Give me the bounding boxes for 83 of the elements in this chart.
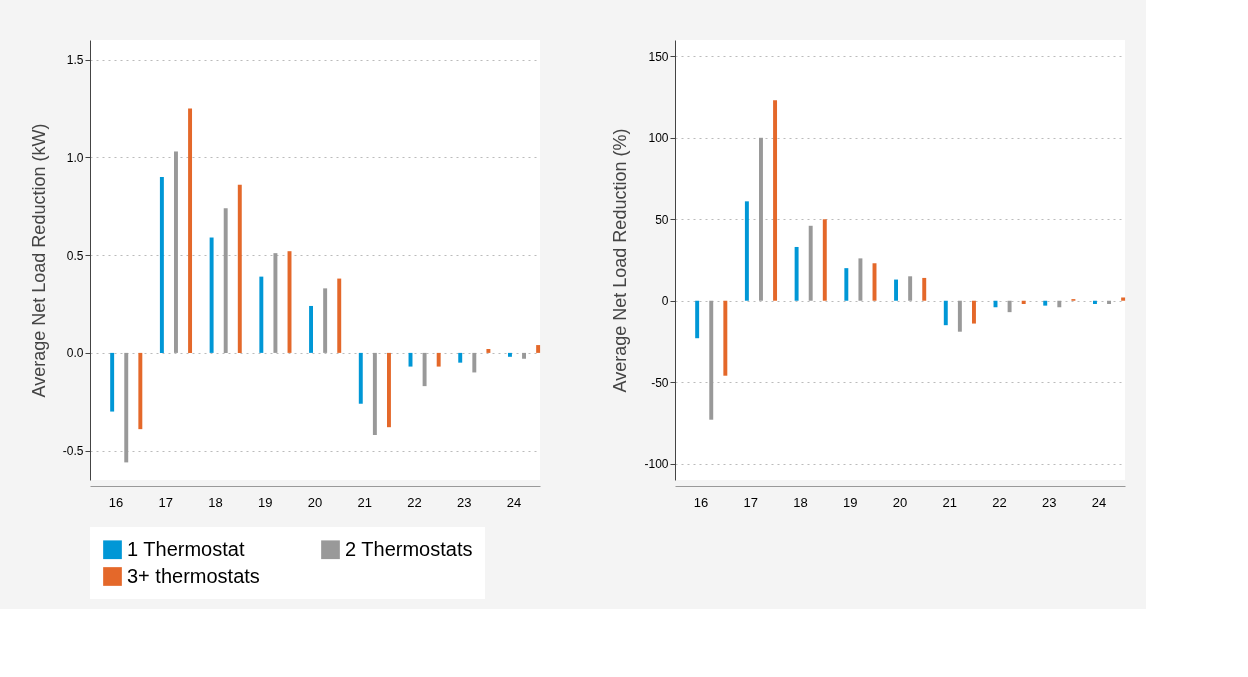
bar [188,108,193,353]
x-tick-label: 20 [307,494,323,510]
y-tick-label: -100 [644,457,669,472]
y-axis-title: Average Net Load Reduction (%) [610,128,631,393]
bar [971,300,976,324]
bar [372,352,377,436]
x-tick-label: 23 [456,494,472,510]
legend-label: 2 Thermostats [345,537,473,560]
bar [1007,300,1012,313]
bar [1121,297,1126,301]
bar [1092,300,1097,304]
bar [458,352,463,363]
x-tick-label: 16 [108,494,124,510]
bar [844,268,849,301]
bar [259,276,264,353]
bar [209,237,214,353]
bar [1021,300,1026,304]
bar [386,352,391,428]
legend-label: 1 Thermostat [127,537,245,560]
y-tick-label: 0 [661,294,669,309]
bar [174,151,178,353]
bar [709,300,714,420]
bar [822,219,827,301]
bar [110,352,115,412]
x-tick-label: 18 [793,494,808,510]
bar [773,100,778,301]
bar [237,184,242,353]
bar [337,278,342,353]
x-tick-label: 19 [843,494,858,510]
bar [436,352,441,367]
bar [858,258,863,301]
bar [124,352,129,463]
y-tick-label: 150 [648,49,669,64]
bar [759,137,763,301]
bar [536,345,541,353]
bar [309,305,314,353]
y-axis-title: Average Net Load Reduction (kW) [28,123,49,398]
x-tick-label: 17 [158,494,174,510]
bar [908,276,913,301]
bar [1107,300,1112,304]
bar [943,300,948,326]
bar [486,348,491,353]
y-tick-label: -0.5 [62,444,84,459]
x-tick-label: 22 [992,494,1007,510]
x-tick-label: 20 [892,494,908,510]
y-tick-label: 1.5 [66,53,84,68]
bar [922,277,927,301]
x-tick-label: 18 [208,494,223,510]
bar [808,225,813,301]
bar [894,279,899,301]
bar [522,352,527,359]
x-tick-label: 23 [1041,494,1057,510]
bar [223,208,228,353]
x-tick-label: 24 [1091,494,1107,510]
y-tick-label: 0.5 [66,248,84,263]
x-tick-label: 19 [258,494,273,510]
y-tick-label: 1.0 [66,150,84,165]
y-tick-label: 50 [655,212,669,227]
x-tick-label: 21 [357,494,372,510]
bar [507,352,512,357]
bar [323,288,328,353]
bar [744,201,749,301]
bar [1043,300,1048,306]
x-tick-label: 21 [942,494,957,510]
x-tick-label: 17 [743,494,759,510]
bar [794,246,799,301]
x-tick-label: 16 [693,494,709,510]
bar [472,352,477,373]
legend-label: 3+ thermostats [127,564,260,587]
x-tick-label: 22 [407,494,422,510]
bar [358,352,363,404]
x-tick-label: 24 [506,494,522,510]
bar [695,300,700,339]
y-tick-label: 100 [648,131,669,146]
bar [159,176,164,353]
y-tick-label: -50 [651,375,669,390]
bar [422,352,427,387]
bar [1057,300,1062,308]
bar [957,300,962,332]
bar [273,253,278,353]
bar [723,300,728,376]
bar [138,352,143,430]
y-tick-label: 0.0 [66,346,84,361]
